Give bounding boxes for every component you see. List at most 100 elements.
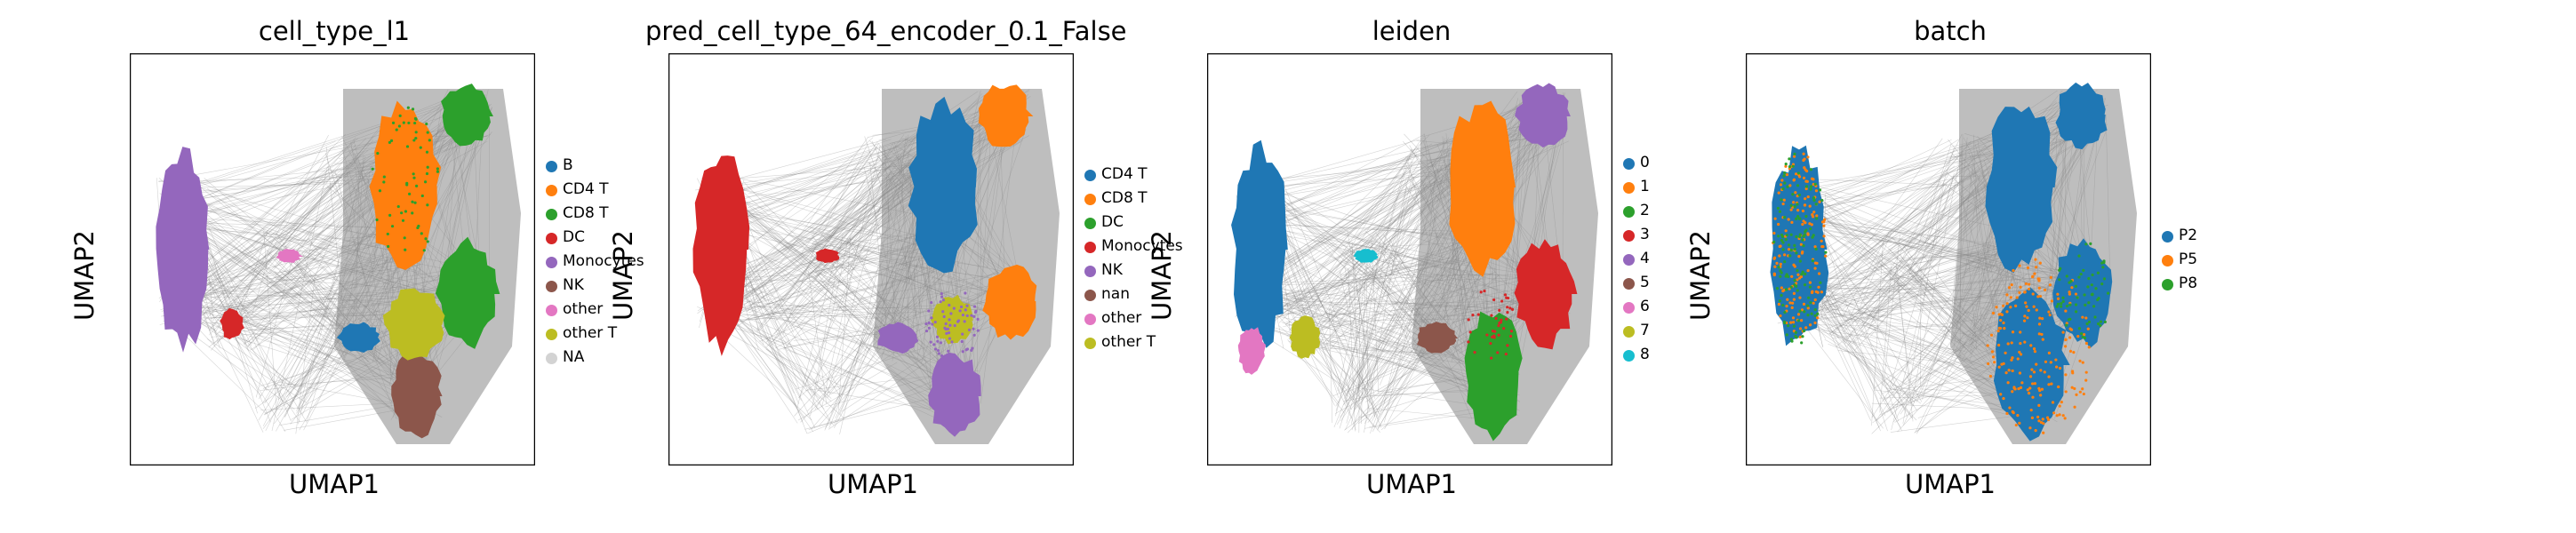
cell-point [2075,393,2078,396]
graph-edge [260,402,390,410]
graph-edge [1823,292,1853,330]
cell-point [2064,338,2068,342]
cell-point [2015,296,2019,299]
cell-point [411,211,414,215]
graph-edge [1823,217,1968,337]
cell-point [1506,344,1509,347]
cell-point [1820,244,1824,249]
cell-point [1795,251,1798,255]
legend-label: P2 [2179,227,2198,244]
cell-point [1796,209,1800,212]
graph-edge [1824,288,1975,346]
cell-point [2039,420,2044,425]
cell-point [970,314,973,317]
graph-edge [1919,186,1956,239]
cell-point [1806,195,1810,199]
cell-point [972,314,976,318]
cluster-other-t [382,288,445,361]
cell-point [959,305,964,309]
cell-point [2086,285,2090,289]
graph-edge [1329,308,1333,424]
graph-edge [1871,402,2007,410]
cell-point [2052,411,2056,415]
cell-point [1804,187,1808,191]
graph-edge [782,243,817,335]
cell-point [1818,188,1822,192]
panel-title: leiden [1372,16,1452,46]
cell-point [395,128,398,131]
cell-point [2065,274,2068,278]
graph-edge [1274,214,1380,415]
cell-point [1498,308,1501,312]
cell-point [1811,290,1814,293]
legend-marker [1084,338,1096,349]
graph-edge [724,311,844,419]
cell-point [1792,178,1796,181]
cell-point [941,298,946,302]
cell-point [961,332,964,336]
cell-point [1795,235,1798,239]
cell-point [929,340,932,344]
cell-point [2045,416,2050,419]
graph-edge [1873,317,1966,389]
graph-edge [189,204,348,336]
cell-point [2033,272,2036,275]
cell-point [963,320,966,323]
graph-edge [236,322,349,332]
umap-scatter [1746,53,2151,465]
cell-point [2072,350,2076,354]
cell-point [2092,305,2096,308]
legend-marker [1623,158,1635,170]
cell-point [932,343,936,346]
cell-point [2049,361,2052,364]
graph-edge [1809,289,1871,421]
cluster-8 [1353,249,1379,263]
graph-edge [755,306,879,318]
legend-label: P5 [2179,251,2198,268]
cell-point [2007,286,2012,290]
cell-point [1777,191,1780,195]
cell-point [2003,327,2006,330]
plot-area [130,53,535,465]
graph-edge [748,322,832,399]
cluster-nk [928,352,981,437]
cell-point [420,232,423,235]
graph-edge [780,171,901,309]
graph-edge [717,174,883,308]
cell-point [2026,388,2029,392]
cell-point [2051,401,2055,404]
cell-point [2087,276,2091,281]
graph-edge [1284,185,1382,428]
plot-area [1746,53,2151,465]
cell-point [1816,312,1820,315]
cell-point [1802,158,1805,163]
cell-point [426,131,429,134]
cell-point [1814,189,1819,193]
cell-point [1506,311,1509,314]
cell-point [1798,259,1802,263]
cell-point [1777,235,1780,238]
graph-edge [1261,171,1411,282]
cell-point [946,354,949,357]
cluster-cd4-t [369,100,442,270]
cell-point [1782,198,1786,202]
cell-point [390,225,395,228]
graph-edge [1812,189,1971,353]
cell-point [2068,292,2071,296]
cell-point [2073,386,2076,391]
cell-point [2064,309,2068,313]
cell-point [924,329,929,333]
cell-point [1496,351,1500,354]
cell-point [2055,305,2059,308]
cell-point [2002,321,2005,325]
cell-point [2019,330,2022,334]
graph-edge [1818,139,1959,230]
cell-point [2070,386,2074,389]
cell-point [945,331,948,335]
graph-edge [801,147,877,253]
cell-point [1779,274,1782,278]
cell-point [1485,333,1489,337]
cell-point [2002,304,2005,307]
cell-point [1505,317,1508,321]
umap-scatter [668,53,1074,465]
